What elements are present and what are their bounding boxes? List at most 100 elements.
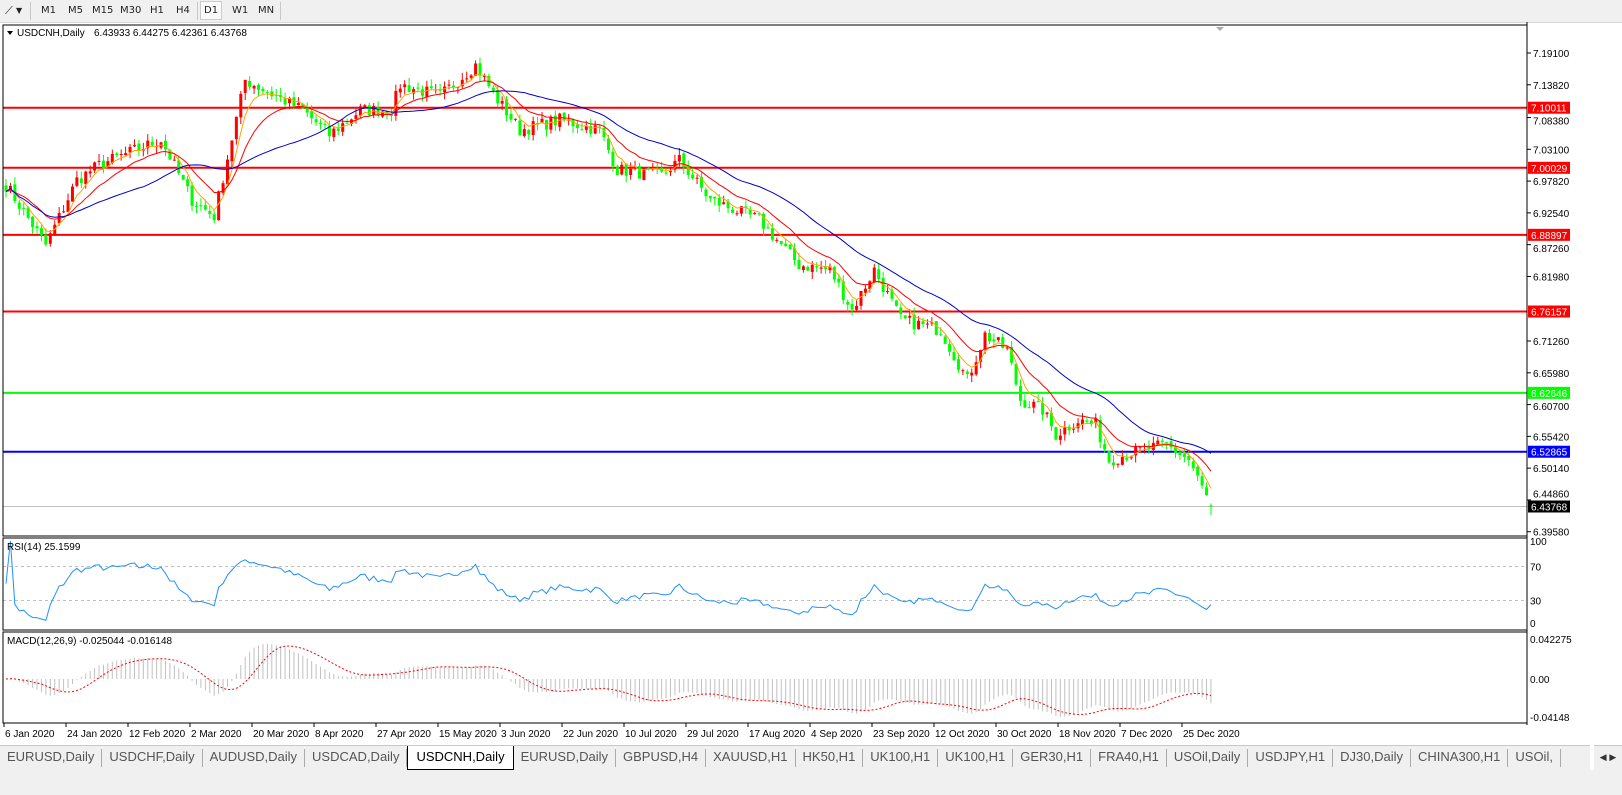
- chart-tab[interactable]: EURUSD,Daily: [514, 749, 616, 767]
- timeframe-d1-button[interactable]: D1: [200, 1, 223, 20]
- candle-body: [443, 86, 447, 93]
- timeframe-h1-button[interactable]: H1: [150, 5, 164, 16]
- price-line-label: 6.52865: [1531, 448, 1568, 459]
- candle-body: [784, 243, 788, 247]
- candle-body: [212, 214, 216, 221]
- candle-body: [877, 269, 881, 279]
- candle-body: [642, 167, 646, 180]
- candle-body: [983, 332, 987, 350]
- candle-body: [606, 138, 610, 150]
- chart-tab[interactable]: XAUUSD,H1: [706, 749, 796, 767]
- chart-tab[interactable]: UK100,H1: [863, 749, 939, 767]
- candle-body: [979, 349, 983, 362]
- candle-body: [513, 118, 517, 120]
- candle-body: [270, 91, 274, 97]
- timeframe-w1-button[interactable]: W1: [232, 5, 249, 16]
- candle-body: [753, 213, 757, 215]
- timeframe-mn-button[interactable]: MN: [258, 5, 275, 16]
- candle-body: [1187, 455, 1191, 461]
- candle-body: [868, 281, 872, 290]
- candle-body: [70, 186, 74, 202]
- candle-body: [208, 211, 212, 214]
- candle-body: [199, 205, 203, 207]
- chart-tab[interactable]: GER30,H1: [1013, 749, 1092, 767]
- candle-body: [124, 153, 128, 155]
- candle-body: [243, 79, 247, 93]
- candle-body: [1138, 446, 1142, 448]
- chart-tab[interactable]: USDCAD,Daily: [305, 749, 408, 767]
- chart-tab[interactable]: DJ30,Daily: [1333, 749, 1412, 767]
- date-axis-label: 6 Jan 2020: [5, 729, 55, 740]
- chart-tab[interactable]: HK50,H1: [796, 749, 864, 767]
- chart-tab[interactable]: UK100,H1: [938, 749, 1014, 767]
- candle-body: [465, 78, 469, 80]
- candle-body: [394, 90, 398, 116]
- candle-body: [283, 97, 287, 105]
- candle-body: [832, 267, 836, 280]
- candle-body: [762, 213, 766, 229]
- rsi-panel[interactable]: [2, 537, 1528, 631]
- candle-body: [801, 266, 805, 270]
- candle-body: [84, 171, 88, 185]
- date-axis-label: 12 Oct 2020: [935, 729, 990, 740]
- line-tools-icon[interactable]: ⟋: [5, 4, 13, 17]
- price-axis-label: 6.81980: [1533, 272, 1570, 283]
- candle-body: [226, 159, 229, 185]
- candle-body: [367, 105, 371, 116]
- price-line-label-bg: [1528, 228, 1570, 241]
- price-axis[interactable]: 7.19100 7.13820 7.08380 7.03100 6.97820 6.925…: [1526, 22, 1570, 725]
- candle-body: [664, 172, 668, 174]
- candle-body: [1018, 386, 1022, 401]
- rsi-axis-label: 100: [1530, 537, 1547, 548]
- rsi-label: RSI(14) 25.1599: [7, 542, 81, 553]
- candle-body: [952, 352, 956, 361]
- candle-body: [540, 118, 544, 123]
- candle-body: [8, 185, 12, 190]
- candle-body: [996, 337, 1000, 340]
- candle-body: [150, 141, 154, 146]
- macd-axis: 0.042275 0.00 -0.04148: [1530, 635, 1572, 724]
- timeframe-m30-button[interactable]: M30: [120, 5, 142, 16]
- timeframe-m15-button[interactable]: M15: [92, 5, 114, 16]
- candle-body: [934, 321, 938, 335]
- collapse-arrow-icon[interactable]: [7, 31, 13, 35]
- chart-tab[interactable]: USDCHF,Daily: [102, 749, 203, 767]
- candle-body: [855, 305, 859, 310]
- chart-tab[interactable]: CHINA300,H1: [1411, 749, 1509, 767]
- macd-panel[interactable]: [2, 631, 1528, 724]
- candle-body: [1085, 420, 1089, 422]
- dropdown-arrow-icon[interactable]: ▼: [16, 6, 23, 15]
- candle-body: [637, 166, 641, 179]
- timeframe-h4-button[interactable]: H4: [176, 5, 190, 16]
- date-axis[interactable]: 6 Jan 2020 24 Jan 2020 12 Feb 2020 2 Mar 20…: [3, 723, 1240, 740]
- candle-body: [469, 75, 473, 78]
- candle-body: [261, 88, 265, 92]
- price-axis-label: 6.87260: [1533, 244, 1570, 255]
- horizontal-lines: [3, 106, 1527, 507]
- candle-body: [230, 140, 234, 162]
- chart-tab[interactable]: GBPUSD,H4: [616, 749, 707, 767]
- timeframe-m1-button[interactable]: M1: [41, 5, 56, 16]
- chart-window[interactable]: USDCNH,Daily 6.43933 6.44275 6.42361 6.4…: [0, 0, 1622, 745]
- main-price-panel[interactable]: [2, 24, 1528, 537]
- chart-shift-marker-icon[interactable]: [1216, 27, 1224, 31]
- chart-tab[interactable]: USDJPY,H1: [1248, 749, 1334, 767]
- candle-body: [26, 207, 30, 218]
- chart-tab[interactable]: USOil,Daily: [1167, 749, 1249, 767]
- candle-body: [1120, 456, 1124, 465]
- chart-tab[interactable]: USDCNH,Daily: [407, 746, 514, 770]
- price-axis-label: 6.39580: [1533, 528, 1570, 539]
- price-line-label: 7.00029: [1531, 164, 1568, 175]
- chart-tab[interactable]: FRA40,H1: [1091, 749, 1167, 767]
- timeframe-m5-button[interactable]: M5: [68, 5, 83, 16]
- candle-body: [62, 211, 66, 213]
- tab-scroll-arrows-icon[interactable]: ◀ ▶: [1594, 745, 1622, 770]
- chart-tab[interactable]: AUDUSD,Daily: [203, 749, 306, 767]
- chart-tab[interactable]: EURUSD,Daily: [0, 749, 103, 767]
- candle-body: [713, 196, 717, 199]
- candle-body: [1089, 420, 1093, 425]
- price-line-label: 6.62646: [1531, 389, 1568, 400]
- price-line-label-bg: [1528, 386, 1570, 399]
- chart-tab[interactable]: USOil,: [1508, 749, 1561, 767]
- candle-body: [1063, 427, 1067, 435]
